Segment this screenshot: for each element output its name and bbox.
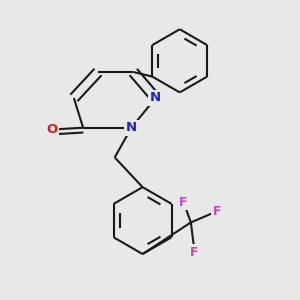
Text: F: F: [190, 246, 199, 259]
Text: N: N: [150, 92, 161, 104]
Text: F: F: [213, 205, 221, 218]
Text: O: O: [46, 123, 57, 136]
Text: N: N: [126, 121, 137, 134]
Text: F: F: [179, 196, 188, 208]
